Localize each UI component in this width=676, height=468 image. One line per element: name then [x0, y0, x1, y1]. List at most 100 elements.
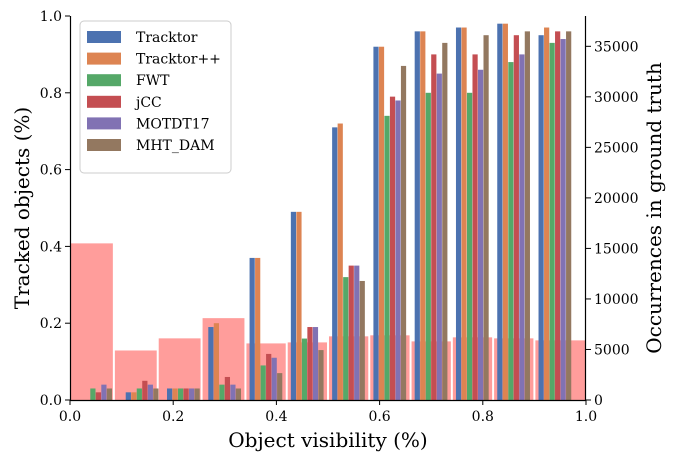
- y2-tick-label-5: 25000: [594, 140, 639, 156]
- bar-motdt17-2: [189, 388, 195, 400]
- bar-motdt17-6: [354, 265, 360, 400]
- bar-mht-dam-8: [442, 42, 448, 400]
- bar-motdt17-0: [101, 384, 107, 400]
- bar-mht-dam-5: [318, 350, 324, 400]
- bar-mht-dam-6: [359, 280, 365, 400]
- bar-jcc-6: [348, 265, 354, 400]
- bar-tracktor-3: [208, 327, 214, 400]
- ticks: 0.0 0.2 0.4 0.6 0.8 1.00.00.20.40.60.81.00500…: [40, 9, 639, 425]
- bar-mht-dam-11: [566, 31, 572, 401]
- bar-tracktor-8: [414, 31, 420, 401]
- bar-fwt-10: [508, 62, 514, 401]
- bar-jcc-11: [555, 31, 561, 401]
- legend-swatch-3: [87, 95, 121, 108]
- y-tick-label-1: 0.2: [40, 316, 62, 332]
- bar-jcc-10: [513, 35, 519, 400]
- legend: Tracktor Tracktor++ FWT jCC MOTDT17 MHT_DAM: [79, 20, 232, 174]
- x-tick-label-4: 0.8: [472, 409, 494, 425]
- bar-motdt17-5: [312, 327, 319, 400]
- occurrence-bar-0: [71, 243, 113, 400]
- bar-fwt-2: [178, 388, 184, 400]
- bar-mht-dam-1: [153, 388, 159, 400]
- bar-tracktor--9: [461, 27, 467, 401]
- y-tick-label-2: 0.4: [40, 239, 62, 255]
- bar-tracktor--7: [378, 46, 385, 400]
- bar-fwt-8: [425, 92, 431, 401]
- x-tick-label-5: 1.0: [575, 409, 597, 425]
- bar-mht-dam-4: [277, 373, 283, 400]
- bar-tracktor--11: [544, 27, 550, 401]
- x-tick-label-0: 0.0: [59, 409, 81, 425]
- legend-swatch-4: [87, 117, 121, 130]
- bar-tracktor-7: [373, 46, 379, 400]
- x-tick-label-3: 0.6: [368, 409, 390, 425]
- bar-motdt17-9: [477, 69, 484, 400]
- legend-label-0: Tracktor: [136, 30, 198, 46]
- bar-jcc-5: [307, 327, 313, 400]
- bar-jcc-1: [142, 380, 148, 400]
- bar-jcc-9: [472, 54, 478, 401]
- bar-motdt17-1: [147, 384, 153, 400]
- y-axis-label: Tracked objects (%): [10, 107, 34, 310]
- bar-tracktor-9: [455, 27, 462, 401]
- legend-label-5: MHT_DAM: [136, 138, 215, 154]
- legend-swatch-2: [87, 74, 121, 87]
- tracked-bars: [90, 23, 572, 401]
- bar-motdt17-3: [230, 384, 236, 400]
- y2-axis-label: Occurrences in ground truth: [642, 62, 666, 354]
- x-tick-label-2: 0.4: [265, 409, 287, 425]
- bar-jcc-7: [389, 96, 396, 400]
- bar-tracktor-10: [497, 23, 503, 401]
- bar-mht-dam-9: [483, 35, 489, 400]
- bar-jcc-4: [266, 353, 272, 400]
- bar-tracktor--1: [131, 392, 137, 400]
- bar-jcc-8: [431, 54, 437, 401]
- bar-mht-dam-2: [194, 388, 200, 400]
- x-axis-label: Object visibility (%): [228, 428, 427, 452]
- x-tick-label-1: 0.2: [162, 409, 184, 425]
- y2-tick-label-1: 5000: [594, 342, 630, 358]
- legend-label-4: MOTDT17: [136, 116, 210, 132]
- bar-tracktor--3: [213, 323, 219, 400]
- bar-jcc-2: [183, 388, 189, 400]
- y-tick-label-5: 1.0: [40, 9, 62, 25]
- bar-tracktor--10: [502, 23, 508, 401]
- bar-fwt-9: [466, 92, 473, 401]
- bar-jcc-3: [224, 376, 231, 400]
- legend-swatch-1: [87, 52, 121, 65]
- bar-mht-dam-3: [235, 388, 242, 400]
- legend-label-2: FWT: [136, 73, 170, 89]
- bar-tracktor-11: [538, 35, 544, 400]
- bar-fwt-11: [549, 42, 555, 400]
- bar-mht-dam-10: [524, 31, 530, 401]
- y2-tick-label-4: 20000: [594, 191, 639, 207]
- bar-motdt17-8: [436, 73, 442, 400]
- legend-label-1: Tracktor++: [136, 52, 221, 68]
- y2-tick-label-0: 0: [594, 393, 603, 409]
- bar-fwt-5: [301, 338, 308, 400]
- bar-motdt17-11: [560, 39, 566, 400]
- bar-motdt17-10: [519, 54, 525, 401]
- y2-tick-label-7: 35000: [594, 39, 639, 55]
- bar-motdt17-4: [271, 357, 277, 400]
- legend-swatch-0: [87, 31, 121, 43]
- bar-tracktor-6: [332, 127, 338, 401]
- legend-swatch-5: [87, 139, 121, 151]
- y-tick-label-0: 0.0: [40, 393, 62, 409]
- y2-tick-label-6: 30000: [594, 90, 639, 106]
- bar-tracktor-1: [125, 392, 131, 400]
- bar-tracktor-4: [249, 257, 255, 400]
- bar-motdt17-7: [395, 100, 401, 400]
- bar-tracktor--5: [296, 211, 302, 400]
- bar-fwt-6: [343, 277, 349, 400]
- bar-fwt-0: [90, 388, 96, 400]
- bar-fwt-4: [260, 365, 266, 400]
- y2-tick-label-2: 10000: [594, 292, 639, 308]
- bar-tracktor--6: [337, 123, 343, 401]
- y2-tick-label-3: 15000: [594, 241, 639, 257]
- bar-tracktor--2: [172, 388, 178, 400]
- bar-tracktor--4: [255, 257, 261, 400]
- y-tick-label-4: 0.8: [40, 86, 62, 102]
- bar-fwt-1: [136, 388, 142, 400]
